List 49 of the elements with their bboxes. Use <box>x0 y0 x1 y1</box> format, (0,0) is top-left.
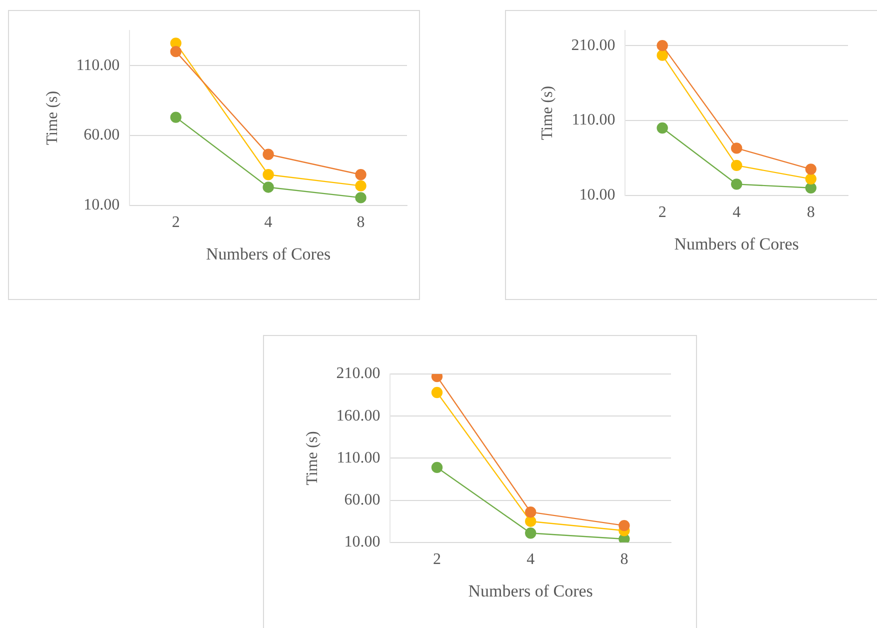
point <box>431 386 443 398</box>
x-tick-label: 4 <box>264 214 272 232</box>
point <box>355 192 366 204</box>
point <box>355 180 366 192</box>
y-tick-label: 60.00 <box>84 126 120 144</box>
x-axis-title: Numbers of Cores <box>674 234 799 254</box>
y-tick-label: 110.00 <box>336 449 380 466</box>
point <box>170 46 182 58</box>
x-axis-title: Numbers of Cores <box>206 244 331 264</box>
point <box>525 516 536 527</box>
y-tick-label: 210.00 <box>336 365 380 382</box>
point <box>262 169 274 180</box>
point <box>656 50 668 61</box>
y-axis-title: Time (s) <box>304 431 321 486</box>
point <box>355 169 366 180</box>
x-tick-label: 4 <box>732 204 741 222</box>
y-tick-label: 10.00 <box>579 186 616 204</box>
x-tick-label: 8 <box>806 204 815 222</box>
y-axis-title: Time (s) <box>538 86 556 140</box>
point <box>656 122 668 134</box>
point <box>805 164 816 175</box>
y-tick-label: 110.00 <box>76 56 120 74</box>
y-axis-title: Time (s) <box>44 90 61 146</box>
y-tick-label: 10.00 <box>84 196 120 214</box>
point <box>262 182 274 193</box>
x-tick-label: 2 <box>172 214 180 232</box>
point <box>731 160 742 172</box>
y-tick-label: 210.00 <box>571 36 616 54</box>
point <box>731 142 742 154</box>
point <box>805 182 816 194</box>
point <box>525 528 536 539</box>
point <box>262 148 274 160</box>
x-tick-label: 4 <box>526 551 535 568</box>
x-tick-label: 2 <box>433 551 441 568</box>
point <box>656 40 668 52</box>
point <box>525 506 536 518</box>
x-tick-label: 8 <box>620 551 628 568</box>
y-tick-label: 10.00 <box>344 534 380 551</box>
point <box>805 173 816 185</box>
x-tick-label: 8 <box>356 214 365 232</box>
x-tick-label: 2 <box>658 204 666 222</box>
y-tick-label: 160.00 <box>336 407 380 424</box>
point <box>618 520 630 532</box>
point <box>170 112 182 123</box>
y-tick-label: 110.00 <box>572 112 616 129</box>
y-tick-label: 60.00 <box>344 492 380 509</box>
x-axis-title: Numbers of Cores <box>468 581 593 600</box>
point <box>731 178 742 190</box>
point <box>431 462 443 474</box>
